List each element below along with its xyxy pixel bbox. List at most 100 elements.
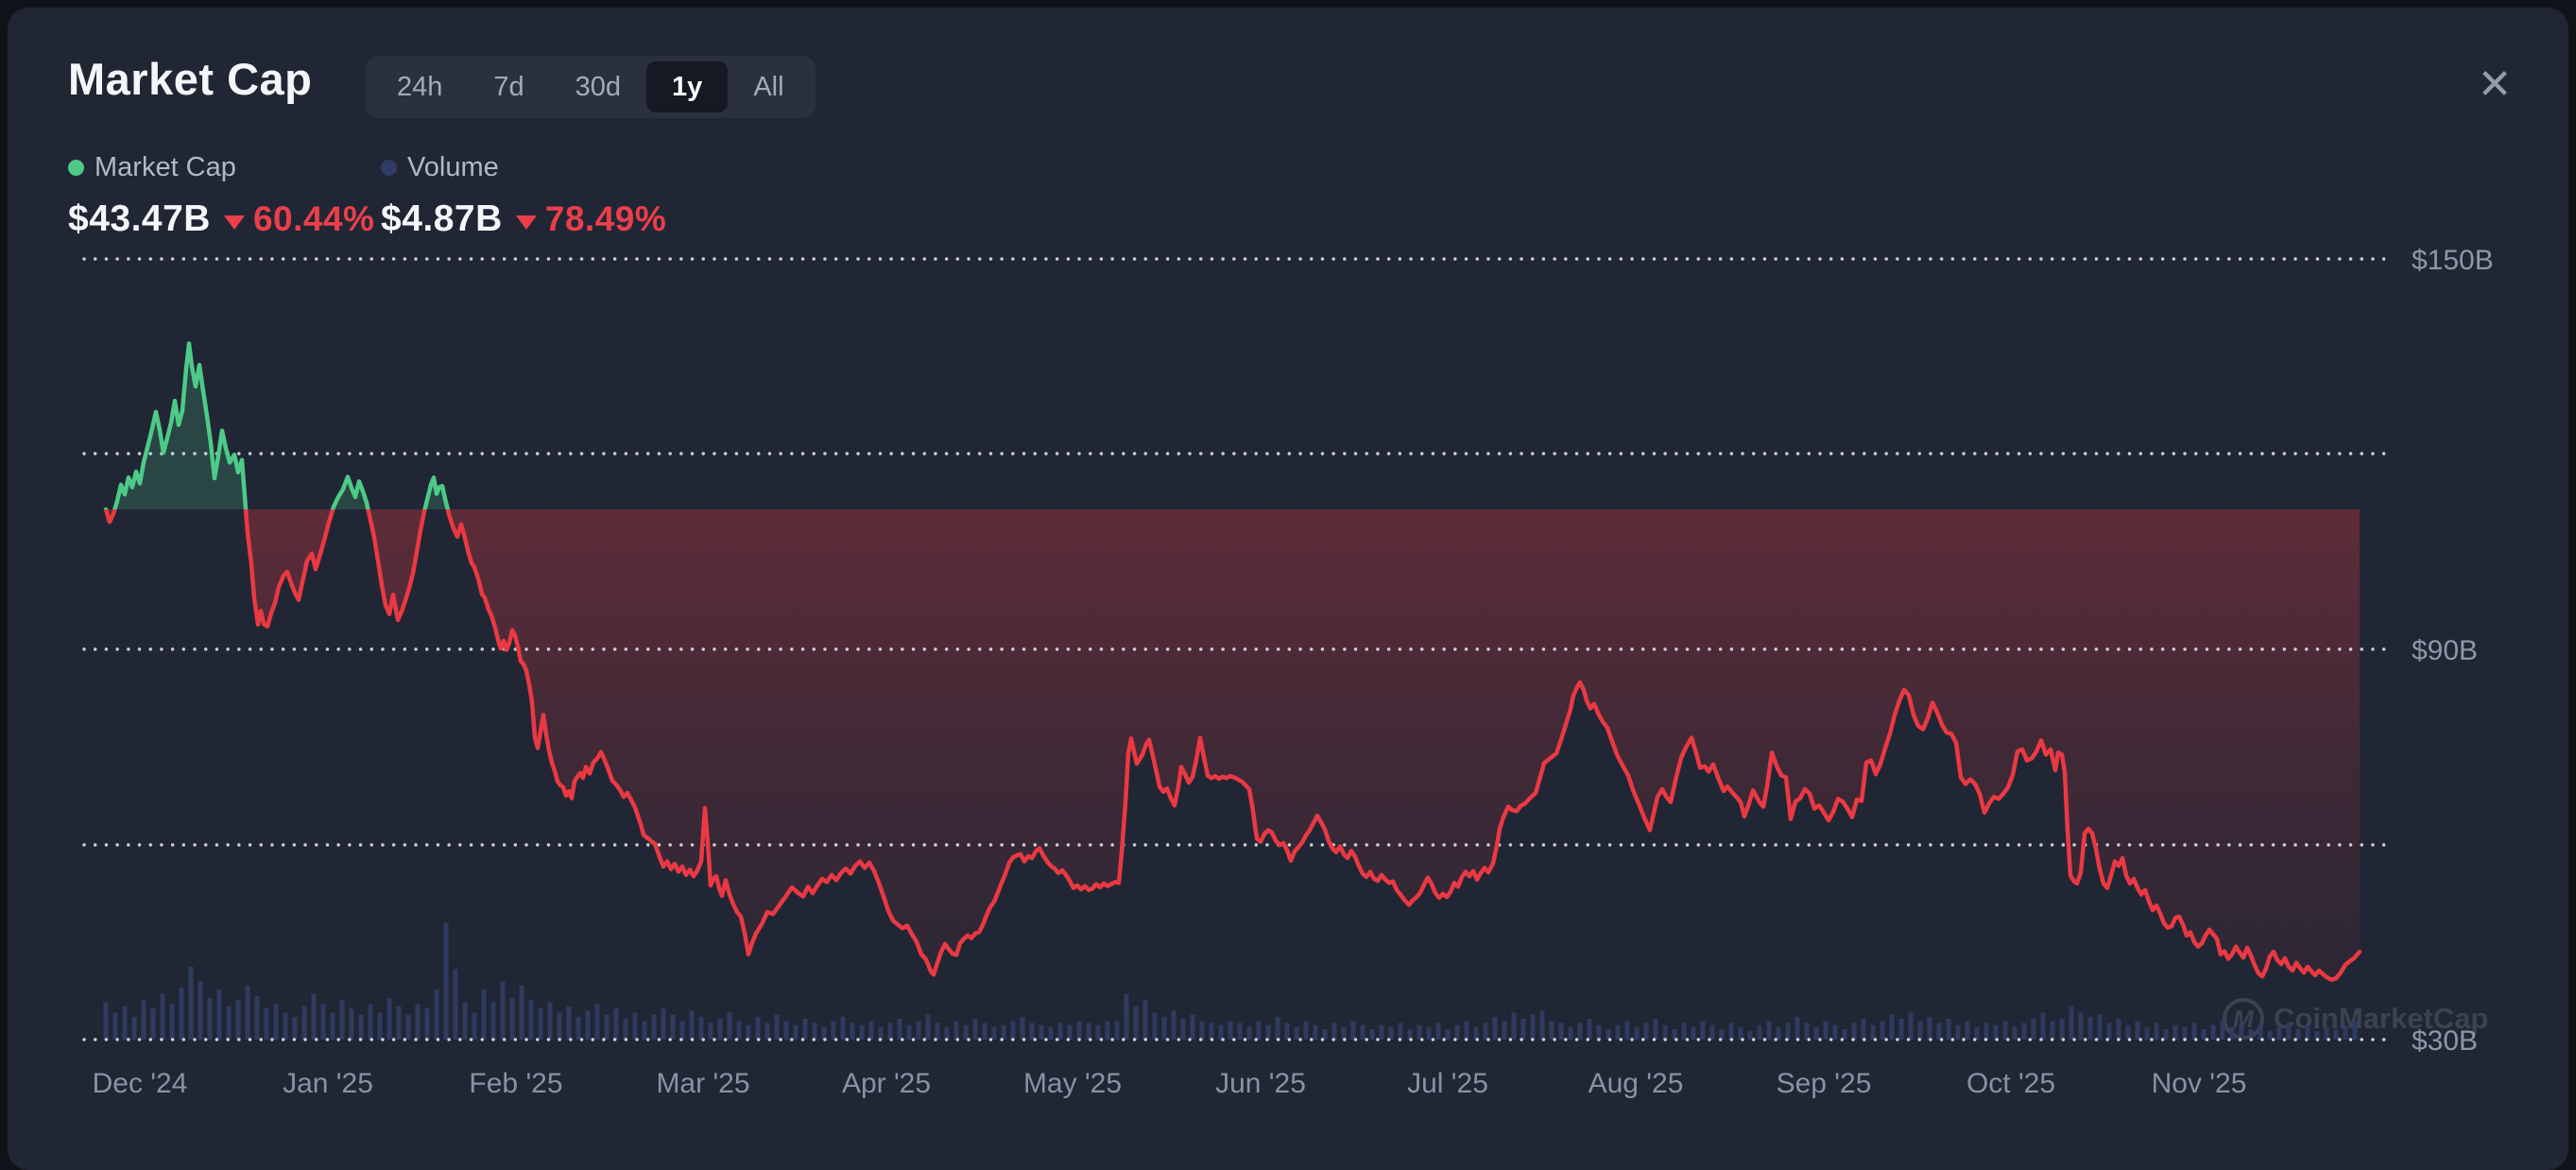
volume-bar	[953, 1021, 959, 1040]
volume-bar	[2352, 1021, 2358, 1040]
volume-bar	[1331, 1023, 1337, 1040]
volume-bar	[1558, 1023, 1564, 1040]
volume-bar	[717, 1019, 723, 1040]
volume-bar	[2154, 1023, 2159, 1040]
volume-bar	[424, 1008, 430, 1040]
volume-bar	[1738, 1026, 1743, 1040]
volume-bar	[1369, 1029, 1375, 1040]
volume-bar	[197, 981, 203, 1040]
volume-bar	[1398, 1023, 1403, 1040]
volume-bar	[2182, 1026, 2188, 1040]
volume-bar	[434, 989, 439, 1040]
volume-bar	[1898, 1019, 1904, 1040]
volume-bar	[1294, 1026, 1299, 1040]
time-range-selector: 24h 7d 30d 1y All	[366, 56, 816, 118]
volume-bar	[679, 1021, 685, 1040]
volume-value: $4.87B	[381, 198, 503, 239]
volume-bar	[812, 1023, 817, 1040]
volume-bar	[1341, 1026, 1347, 1040]
volume-bar	[1039, 1024, 1044, 1040]
volume-bar	[2040, 1012, 2046, 1040]
volume-bar	[1709, 1024, 1715, 1040]
volume-bar	[1587, 1019, 1592, 1040]
volume-bar	[1861, 1019, 1866, 1040]
volume-bar	[1851, 1023, 1857, 1040]
volume-bar	[594, 1004, 600, 1040]
volume-bar	[1161, 1016, 1167, 1040]
volume-bar	[1955, 1024, 1961, 1040]
volume-bar	[623, 1019, 628, 1040]
volume-bar	[661, 1008, 666, 1040]
volume-bar	[2248, 1029, 2254, 1040]
range-button-1y[interactable]: 1y	[646, 61, 729, 112]
volume-bar	[1322, 1029, 1328, 1040]
volume-bar	[2069, 1006, 2074, 1040]
volume-bar	[1832, 1024, 1838, 1040]
volume-bar	[585, 1010, 591, 1040]
volume-bar	[1048, 1026, 1054, 1040]
volume-bar	[462, 1002, 468, 1040]
range-button-all[interactable]: All	[728, 61, 809, 112]
volume-bar	[519, 985, 524, 1040]
volume-bar	[1029, 1023, 1035, 1040]
volume-bar	[2305, 1024, 2310, 1040]
volume-bar	[2135, 1021, 2140, 1040]
volume-bar	[1265, 1024, 1271, 1040]
volume-bar	[2314, 1031, 2320, 1040]
volume-bar	[1237, 1023, 1243, 1040]
volume-bar	[1020, 1016, 1025, 1040]
close-icon[interactable]: ✕	[2468, 59, 2521, 112]
volume-bar	[415, 1004, 421, 1040]
volume-bar	[1662, 1024, 1668, 1040]
volume-bar	[1218, 1024, 1224, 1040]
volume-bar	[179, 988, 184, 1040]
volume-bar	[1124, 993, 1129, 1040]
volume-bar	[1095, 1024, 1101, 1040]
volume-bar	[736, 1021, 742, 1040]
volume-bar	[2002, 1021, 2008, 1040]
range-button-7d[interactable]: 7d	[468, 61, 549, 112]
volume-bar	[1681, 1023, 1687, 1040]
y-axis-label: $30B	[2412, 1025, 2478, 1057]
x-axis-label: Apr '25	[842, 1068, 931, 1099]
volume-bar	[1606, 1029, 1611, 1040]
page-title: Market Cap	[68, 54, 313, 104]
range-button-30d[interactable]: 30d	[550, 61, 646, 112]
volume-bar	[349, 1008, 354, 1040]
volume-bar	[1076, 1021, 1082, 1040]
market-cap-change: 60.44%	[252, 199, 375, 238]
volume-bar	[1634, 1026, 1640, 1040]
volume-bar	[1757, 1024, 1762, 1040]
volume-bar	[1596, 1024, 1602, 1040]
volume-bar	[689, 1010, 695, 1040]
volume-bar	[1105, 1021, 1110, 1040]
volume-bar	[472, 1012, 477, 1040]
volume-bar	[1842, 1029, 1847, 1040]
volume-bar	[1776, 1026, 1781, 1040]
volume-bar	[1454, 1024, 1460, 1040]
legend-label: Market Cap	[94, 151, 236, 182]
volume-bar	[481, 989, 487, 1040]
volume-bar	[2220, 1021, 2225, 1040]
x-axis-label: May '25	[1023, 1068, 1122, 1099]
range-button-24h[interactable]: 24h	[371, 61, 468, 112]
volume-bar	[1303, 1021, 1309, 1040]
volume-bar	[330, 1012, 335, 1040]
volume-bar	[566, 1006, 572, 1040]
volume-bar	[188, 967, 194, 1040]
volume-bar	[1228, 1021, 1233, 1040]
volume-bar	[490, 1002, 496, 1040]
volume-bar	[982, 1023, 987, 1040]
volume-bar	[1823, 1021, 1829, 1040]
area-fill-below-baseline	[106, 509, 2360, 980]
volume-bar	[878, 1026, 884, 1040]
volume-bar	[1360, 1024, 1365, 1040]
volume-bar	[1577, 1023, 1583, 1040]
volume-bar	[509, 998, 515, 1040]
volume-bar	[245, 985, 250, 1040]
volume-bar	[339, 1000, 345, 1040]
volume-bar	[2191, 1023, 2197, 1040]
volume-bar	[831, 1021, 836, 1040]
volume-bar	[972, 1019, 978, 1040]
